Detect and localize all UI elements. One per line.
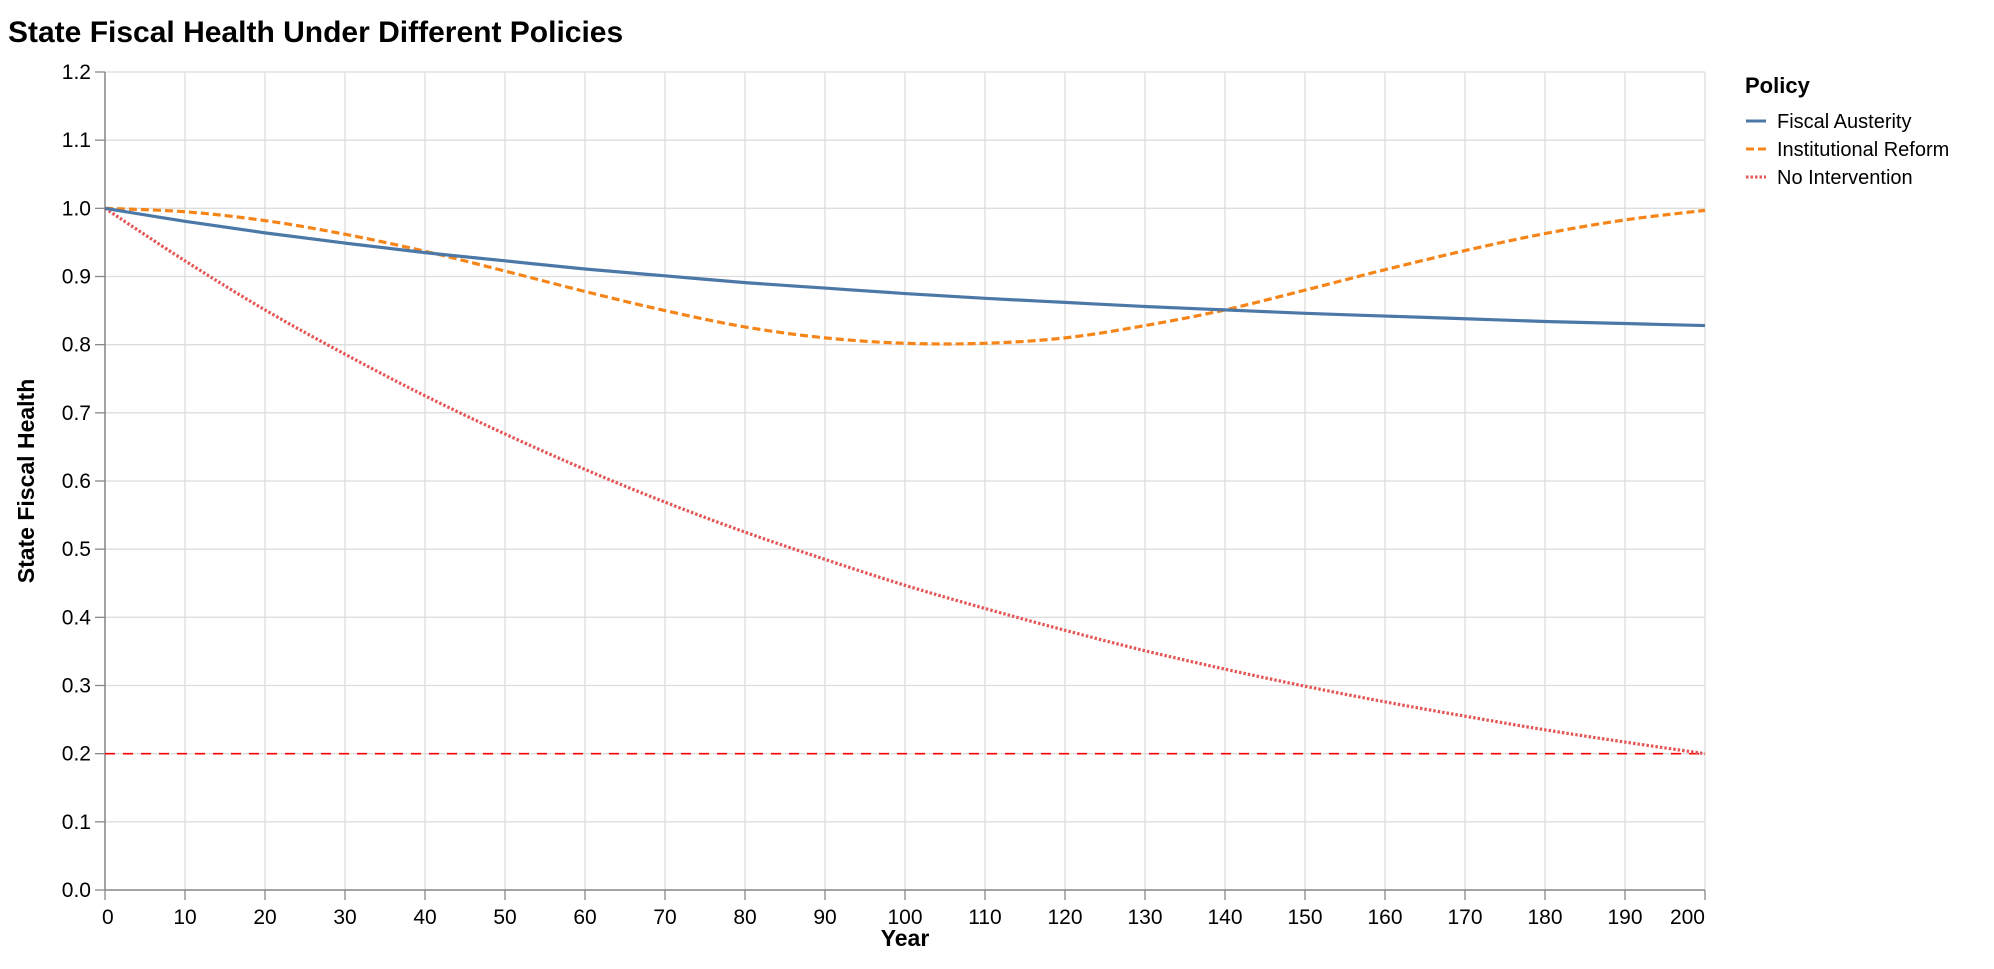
x-tick-label: 0 (102, 906, 114, 929)
series-lines (104, 206, 1706, 756)
legend-label: Fiscal Austerity (1777, 111, 1911, 133)
x-tick-label: 190 (1607, 906, 1642, 929)
x-tick-label: 30 (333, 906, 356, 929)
series-line-institutional-reform (104, 206, 1706, 346)
legend-label: No Intervention (1777, 167, 1913, 189)
y-tick-label: 0.7 (62, 402, 91, 425)
x-tick-label: 150 (1287, 906, 1322, 929)
x-tick-label: 70 (653, 906, 676, 929)
x-tick-label: 110 (968, 906, 1001, 929)
x-tick-label: 120 (1047, 906, 1082, 929)
x-tick-label: 100 (887, 906, 922, 929)
y-tick-label: 0.6 (62, 470, 91, 493)
chart-title: State Fiscal Health Under Different Poli… (8, 16, 623, 49)
x-tick-label: 20 (253, 906, 276, 929)
legend: Policy Fiscal Austerity Institutional Ref… (1745, 73, 1949, 189)
x-tick-label: 180 (1527, 906, 1562, 929)
series-line-fiscal-austerity (104, 206, 1706, 328)
x-axis-title: Year (881, 925, 930, 951)
y-tick-label: 1.0 (62, 197, 91, 220)
y-tick-label: 0.4 (62, 606, 92, 629)
x-tick-label: 10 (173, 906, 196, 929)
axes: 0 10 20 30 40 50 60 70 80 90 100 110 120 130 140 150 160… (62, 61, 1706, 929)
y-tick-label: 0.0 (62, 879, 91, 902)
y-axis-title: State Fiscal Health (13, 379, 39, 584)
y-tick-label: 1.1 (62, 129, 91, 152)
y-tick-label: 0.8 (62, 334, 91, 357)
x-tick-label: 60 (573, 906, 596, 929)
series-line-no-intervention (104, 206, 1706, 756)
x-tick-label: 50 (493, 906, 516, 929)
x-tick-label: 170 (1447, 906, 1482, 929)
x-tick-label: 90 (813, 906, 836, 929)
legend-title: Policy (1745, 73, 1811, 98)
y-tick-label: 1.2 (62, 61, 91, 84)
legend-label: Institutional Reform (1777, 139, 1949, 161)
x-tick-label: 40 (413, 906, 436, 929)
x-tick-label: 130 (1127, 906, 1162, 929)
x-tick-label: 200 (1670, 906, 1705, 929)
y-tick-label: 0.2 (62, 743, 91, 766)
y-tick-label: 0.1 (62, 811, 91, 834)
x-tick-label: 140 (1207, 906, 1242, 929)
y-tick-label: 0.3 (62, 675, 91, 698)
y-tick-label: 0.5 (62, 538, 91, 561)
y-tick-label: 0.9 (62, 266, 91, 289)
x-tick-label: 160 (1367, 906, 1402, 929)
x-tick-label: 80 (733, 906, 756, 929)
grid (104, 71, 1706, 891)
